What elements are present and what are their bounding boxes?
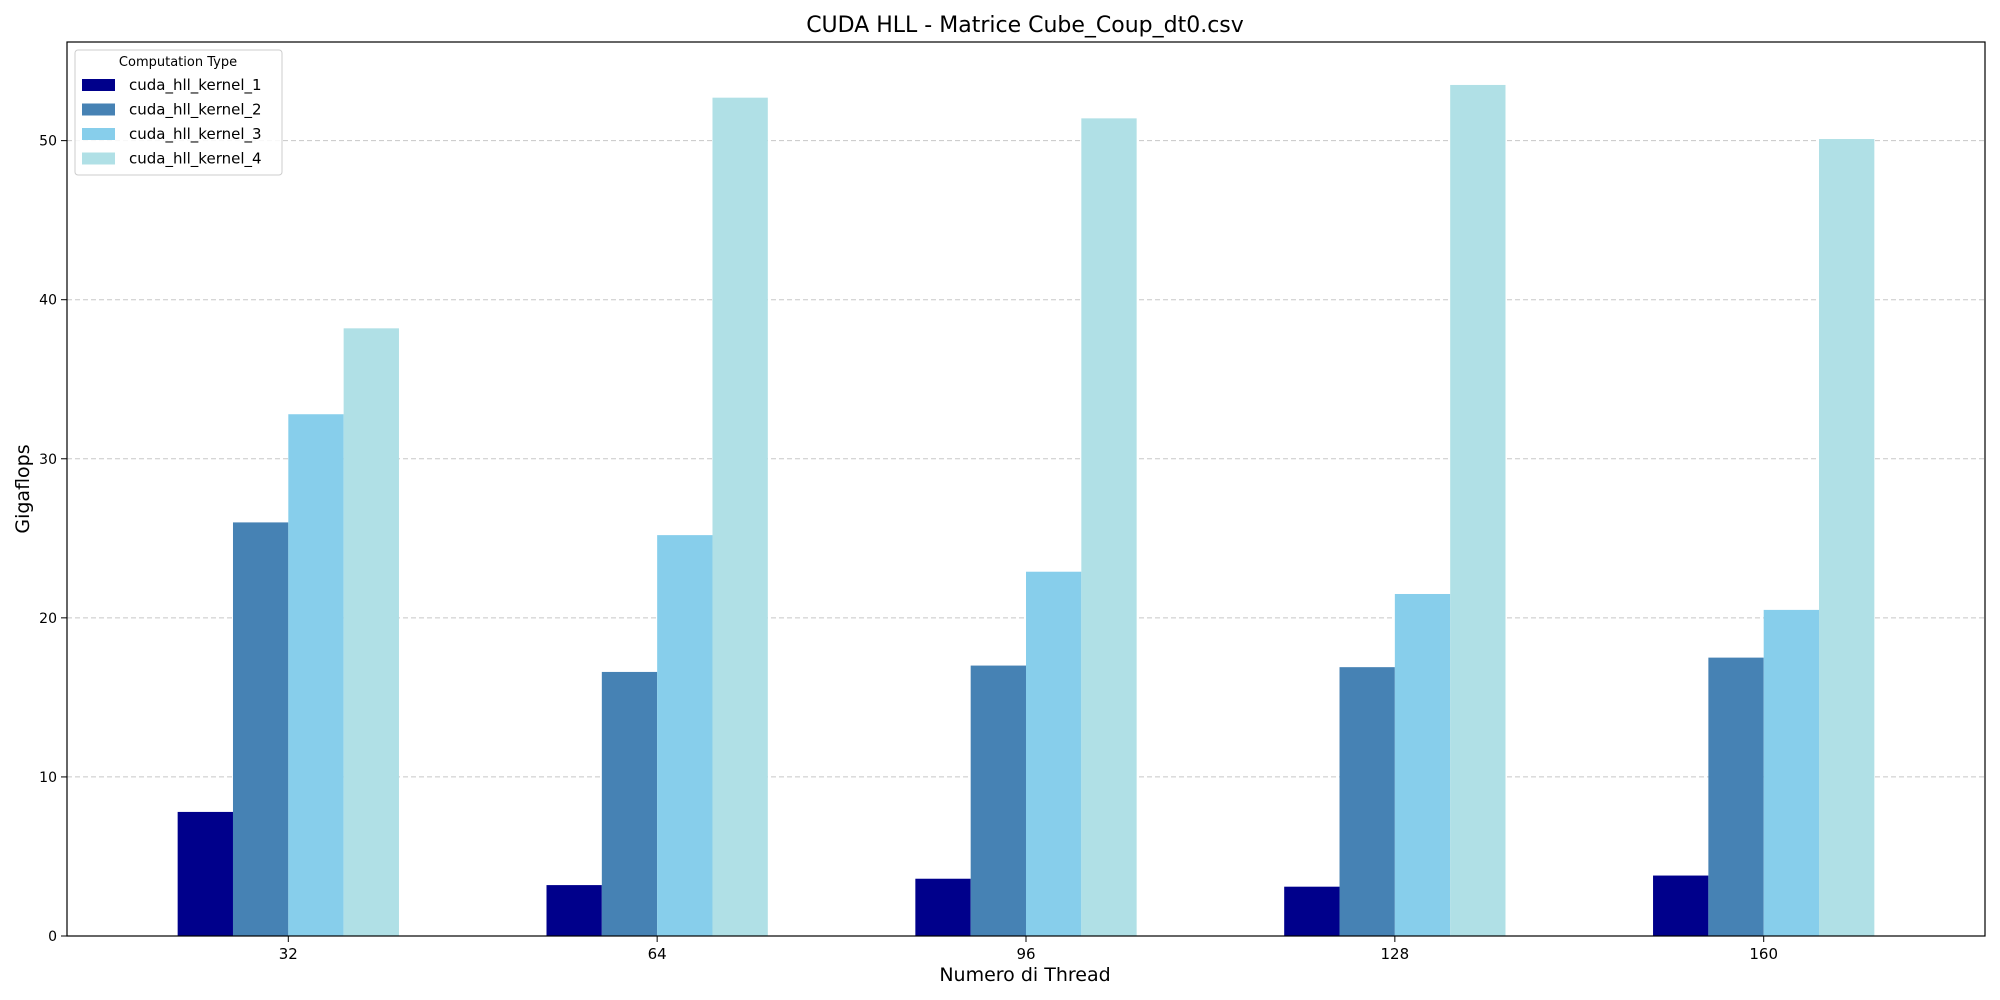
bar-cuda_hll_kernel_2-128: [1339, 667, 1395, 936]
legend-label-cuda_hll_kernel_1: cuda_hll_kernel_1: [129, 76, 262, 95]
y-tick-label-10: 10: [39, 770, 57, 786]
bar-cuda_hll_kernel_3-96: [1026, 571, 1082, 936]
legend: Computation Type cuda_hll_kernel_1cuda_h…: [74, 49, 283, 176]
bar-cuda_hll_kernel_4-96: [1081, 118, 1137, 936]
y-tick-label-20: 20: [39, 611, 57, 627]
bar-cuda_hll_kernel_2-32: [232, 522, 289, 936]
legend-swatch-cuda_hll_kernel_3: [82, 128, 115, 140]
legend-swatch-cuda_hll_kernel_2: [82, 103, 115, 116]
x-tick-label-160: 160: [1749, 945, 1778, 963]
legend-swatch-cuda_hll_kernel_1: [82, 79, 115, 91]
legend-label-cuda_hll_kernel_2: cuda_hll_kernel_2: [129, 101, 262, 120]
legend-swatch-cuda_hll_kernel_4: [82, 152, 115, 165]
bar-cuda_hll_kernel_4-160: [1819, 139, 1875, 936]
legend-label-cuda_hll_kernel_4: cuda_hll_kernel_4: [129, 150, 262, 169]
x-tick-label-32: 32: [279, 945, 298, 963]
bar-cuda_hll_kernel_1-96: [915, 878, 971, 936]
x-tick-label-128: 128: [1381, 945, 1410, 963]
bar-cuda_hll_kernel_3-128: [1394, 593, 1451, 936]
x-axis-label: Numero di Thread: [939, 964, 1110, 986]
x-tick-label-96: 96: [1016, 945, 1035, 963]
legend-box: [74, 49, 283, 176]
bar-cuda_hll_kernel_1-128: [1284, 886, 1340, 936]
bar-cuda_hll_kernel_3-160: [1763, 609, 1820, 936]
legend-entries: cuda_hll_kernel_1 cuda_hll_kernel_2 cuda_h…: [82, 76, 262, 169]
y-tick-label-50: 50: [39, 134, 57, 150]
legend-title: Computation Type: [119, 55, 237, 70]
y-tick-label-0: 0: [48, 929, 57, 945]
bar-cuda_hll_kernel_3-32: [288, 414, 344, 936]
bar-cuda_hll_kernel_1-160: [1653, 875, 1709, 936]
bar-cuda_hll_kernel_4-32: [343, 328, 399, 936]
bar-cuda_hll_kernel_4-64: [712, 97, 768, 937]
y-tick-label-30: 30: [39, 452, 57, 468]
x-axis-ticks: 32 64 96 128 160: [279, 936, 1778, 963]
chart-title: CUDA HLL - Matrice Cube_Coup_dt0.csv: [806, 13, 1244, 38]
bar-cuda_hll_kernel_2-96: [970, 665, 1026, 936]
x-tick-label-64: 64: [648, 945, 667, 963]
bar-cuda_hll_kernel_2-160: [1708, 657, 1764, 936]
bar-cuda_hll_kernel_3-64: [657, 535, 713, 936]
y-axis-ticks: 0 10 20 30 40 50: [39, 134, 67, 945]
legend-label-cuda_hll_kernel_3: cuda_hll_kernel_3: [129, 125, 262, 144]
y-tick-label-40: 40: [39, 293, 57, 309]
bar-cuda_hll_kernel_1-32: [177, 811, 233, 936]
bars: [177, 84, 1875, 937]
bar-cuda_hll_kernel_2-64: [601, 671, 658, 936]
bar-cuda_hll_kernel_4-128: [1450, 84, 1506, 936]
y-axis-label: Gigaflops: [12, 444, 34, 533]
bar-cuda_hll_kernel_1-64: [546, 885, 602, 936]
